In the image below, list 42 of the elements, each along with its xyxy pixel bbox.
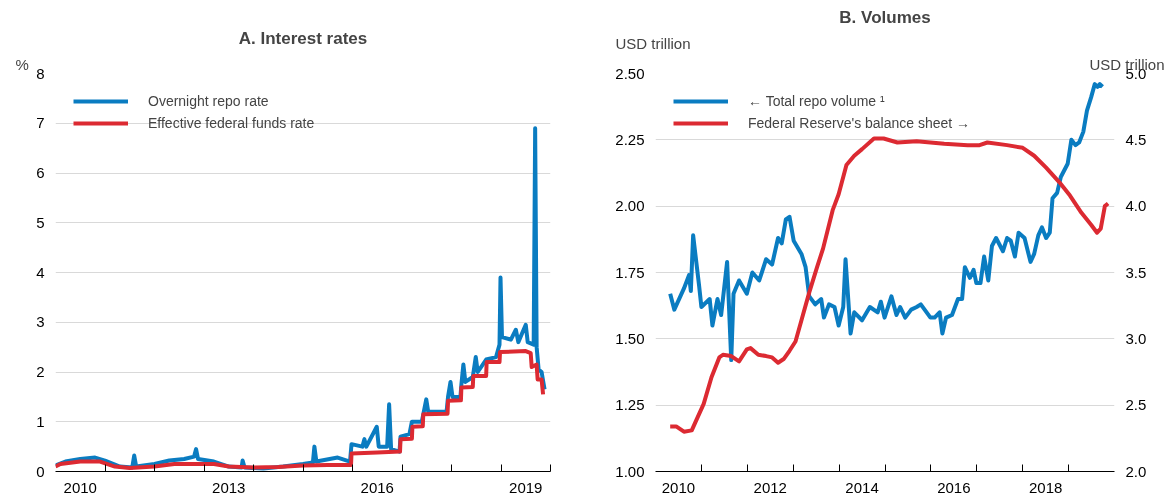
y2-tick-label: 2.5	[1125, 396, 1147, 414]
y-tick-label: 2.25	[615, 130, 645, 148]
y-tick-label: 7	[36, 114, 45, 132]
line-series	[668, 136, 1111, 434]
y-tick-label: 4	[36, 263, 45, 281]
legend-label: Overnight repo rate	[148, 93, 269, 109]
y-tick-label: 1.00	[615, 462, 645, 480]
line-series	[668, 82, 1105, 363]
y2-tick-label: 2.0	[1125, 462, 1147, 480]
x-tick-label: 2016	[937, 478, 971, 496]
y2-tick-label: 3.0	[1125, 329, 1147, 347]
legend-label: Federal Reserve's balance sheet →	[748, 115, 971, 131]
y-tick-label: 1.75	[615, 263, 645, 281]
x-tick-label: 2013	[212, 478, 246, 496]
y2-tick-label: 4.0	[1125, 197, 1147, 215]
y-tick-label: 5	[36, 213, 45, 231]
line-series	[55, 349, 546, 471]
y-tick-label: 0	[36, 462, 45, 480]
y-tick-label: 1.25	[615, 396, 645, 414]
y2-tick-label: 3.5	[1125, 263, 1147, 281]
chart-title: B. Volumes	[839, 7, 931, 27]
legend-label: ← Total repo volume ¹	[748, 93, 885, 109]
x-tick-label: 2019	[509, 478, 543, 496]
y2-tick-label: 4.5	[1125, 130, 1147, 148]
y-tick-label: 1	[36, 412, 45, 430]
y-tick-label: 8	[36, 64, 45, 82]
y-axis-title: USD trillion	[615, 34, 691, 52]
y-tick-label: 2.50	[615, 64, 645, 82]
x-tick-label: 2016	[360, 478, 394, 496]
x-tick-label: 2010	[661, 478, 696, 496]
legend-label: Effective federal funds rate	[148, 115, 315, 131]
x-tick-label: 2018	[1028, 478, 1063, 496]
x-tick-label: 2014	[845, 478, 879, 496]
y-tick-label: 2	[36, 363, 45, 380]
y-axis-title: %	[15, 55, 29, 73]
y-tick-label: 1.50	[615, 329, 645, 347]
y-tick-label: 6	[36, 164, 45, 181]
x-tick-label: 2010	[63, 478, 97, 496]
x-tick-label: 2012	[753, 478, 787, 496]
chart-title: A. Interest rates	[238, 28, 368, 48]
y-tick-label: 3	[36, 313, 45, 331]
y-tick-label: 2.00	[615, 197, 645, 215]
